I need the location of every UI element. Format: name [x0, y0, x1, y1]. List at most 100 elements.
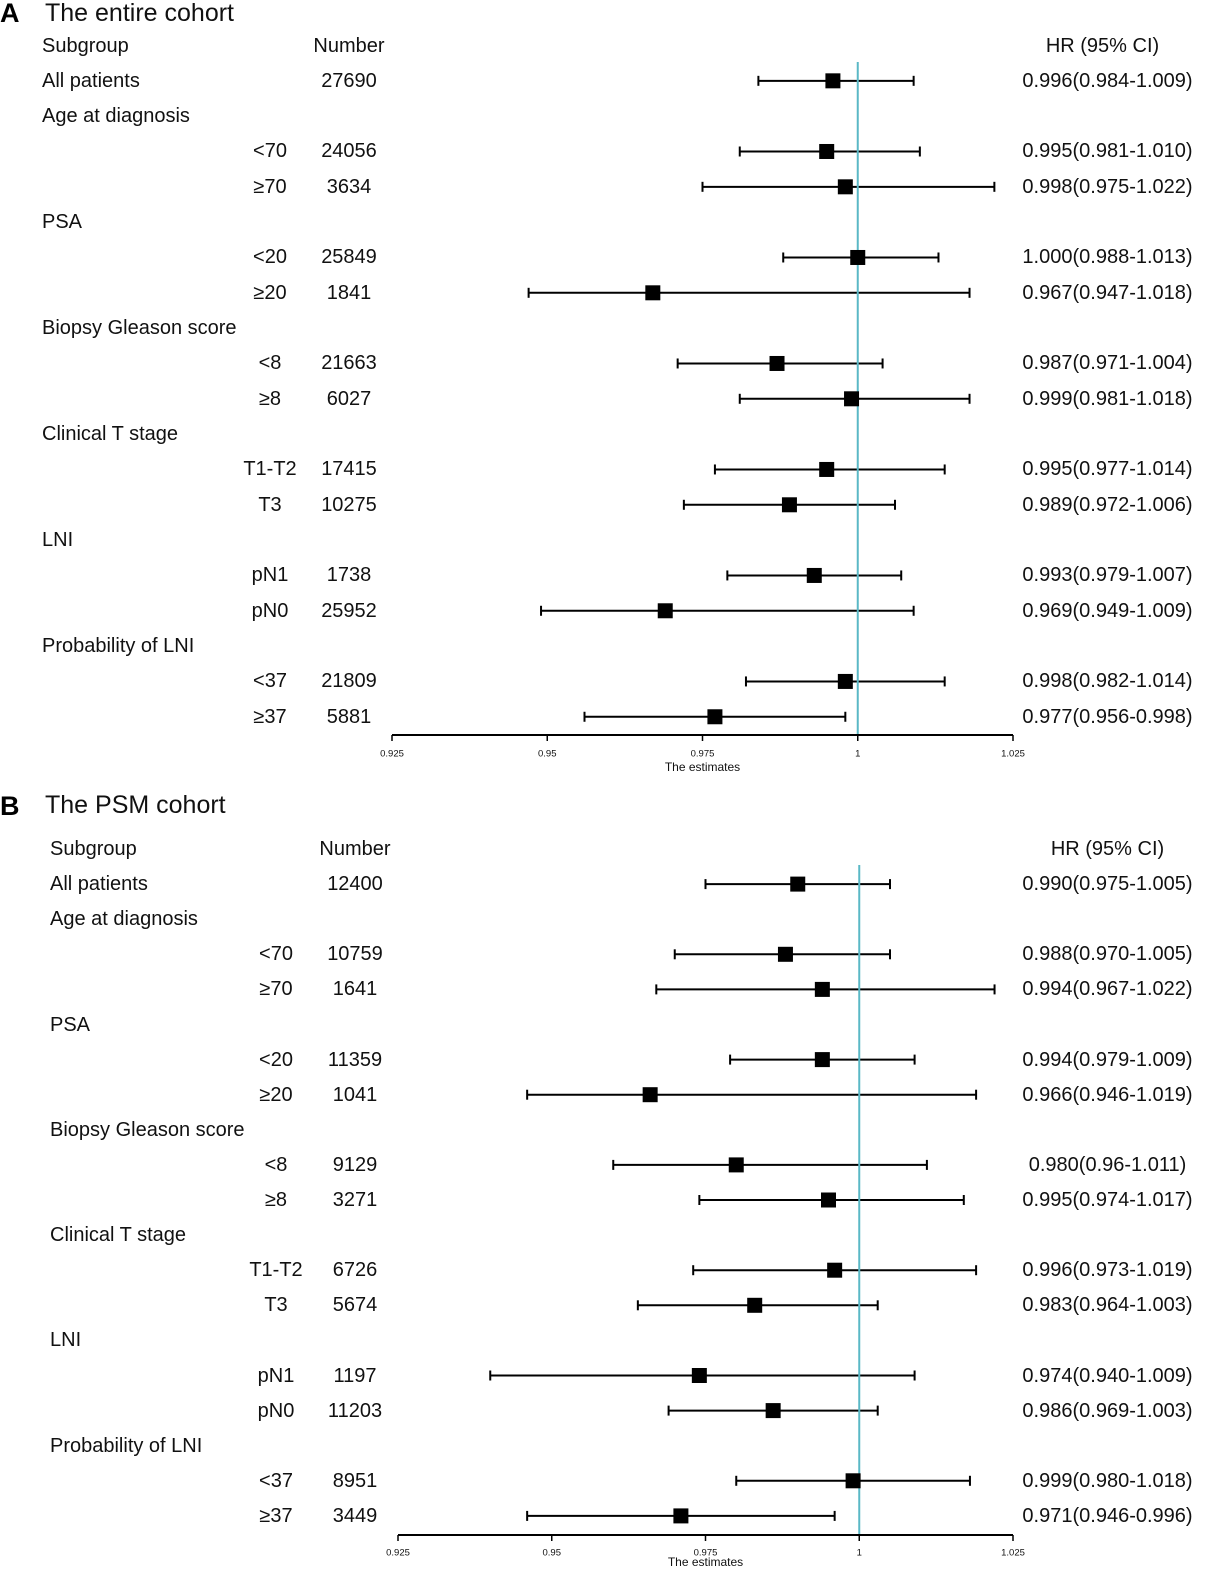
hr-ci-text: 0.996(0.984-1.009)	[1022, 69, 1193, 92]
hr-marker	[837, 673, 853, 689]
patient-count: 1197	[333, 1364, 377, 1387]
hr-marker	[845, 1473, 861, 1489]
subgroup-label: <8	[258, 352, 282, 375]
patient-count: 1041	[332, 1083, 378, 1106]
forest-plot-area	[391, 62, 1014, 741]
subgroup-label: ≥70	[253, 175, 287, 198]
column-header-hr: HR (95% CI)	[1045, 34, 1160, 57]
subgroup-label: ≥20	[259, 1083, 293, 1106]
patient-count: 21663	[321, 352, 377, 375]
hr-marker	[844, 391, 860, 407]
patient-count: 21809	[321, 670, 377, 693]
hr-ci-text: 0.998(0.975-1.022)	[1022, 175, 1193, 198]
forest-plot-area	[397, 865, 1014, 1541]
x-tick-label: 1.025	[1001, 748, 1025, 760]
patient-count: 3449	[332, 1504, 378, 1527]
group-label: LNI	[42, 529, 74, 552]
patient-count: 10759	[327, 943, 383, 966]
patient-count: 10275	[321, 493, 377, 516]
patient-count: 1738	[326, 564, 372, 587]
column-header-subgroup: Subgroup	[42, 34, 129, 57]
x-axis	[397, 1534, 1014, 1541]
patient-count: 9129	[332, 1153, 378, 1176]
patient-count: 27690	[321, 69, 377, 92]
panel-letter: A	[0, 0, 20, 28]
hr-ci-text: 0.969(0.949-1.009)	[1022, 599, 1193, 622]
hr-ci-text: 0.995(0.981-1.010)	[1022, 140, 1193, 163]
hr-ci-text: 0.993(0.979-1.007)	[1022, 564, 1193, 587]
hr-marker	[728, 1157, 744, 1173]
patient-count: 6027	[326, 387, 372, 410]
x-tick-label: 1	[856, 1547, 862, 1559]
group-label: Clinical T stage	[50, 1224, 186, 1247]
subgroup-label: <37	[253, 670, 287, 693]
subgroup-label: ≥8	[264, 1189, 288, 1211]
hr-marker	[825, 73, 841, 89]
hr-marker	[814, 1052, 830, 1068]
subgroup-label: T3	[264, 1294, 288, 1317]
hr-marker	[691, 1368, 707, 1383]
patient-count: 25849	[321, 246, 377, 269]
subgroup-label: <70	[253, 140, 287, 163]
patient-count: 3271	[332, 1189, 378, 1211]
x-tick-label: 0.925	[386, 1547, 410, 1559]
subgroup-label: T1-T2	[249, 1259, 303, 1282]
panel-b-psm-cohort: B The PSM cohort Subgroup Number HR (95% CI)…	[0, 790, 1224, 1569]
group-label: Clinical T stage	[42, 423, 178, 446]
subgroup-label: <20	[253, 246, 287, 269]
column-header-subgroup: Subgroup	[50, 838, 137, 860]
hr-ci-text: 1.000(0.988-1.013)	[1022, 246, 1193, 269]
column-header-hr: HR (95% CI)	[1050, 838, 1165, 860]
hr-ci-text: 0.999(0.980-1.018)	[1022, 1469, 1193, 1492]
x-axis-label: The estimates	[667, 1555, 744, 1569]
hr-ci-text: 0.987(0.971-1.004)	[1022, 352, 1193, 375]
subgroup-label: ≥70	[259, 978, 293, 1001]
subgroup-label: T3	[258, 493, 282, 516]
hr-ci-text: 0.980(0.96-1.011)	[1028, 1153, 1187, 1176]
patient-count: 8951	[332, 1469, 378, 1492]
subgroup-label: <20	[259, 1048, 293, 1071]
hr-marker	[769, 355, 785, 371]
hr-ci-text: 0.998(0.982-1.014)	[1022, 670, 1193, 693]
overall-label: All patients	[50, 873, 148, 896]
subgroup-label: pN0	[251, 599, 289, 622]
hr-marker	[819, 143, 835, 159]
hr-marker	[850, 249, 866, 265]
hr-marker	[837, 179, 853, 195]
hr-ci-text: 0.996(0.973-1.019)	[1022, 1259, 1193, 1282]
hr-marker	[747, 1297, 763, 1313]
group-label: Biopsy Gleason score	[50, 1118, 245, 1141]
patient-count: 1641	[332, 978, 378, 1001]
group-label: Biopsy Gleason score	[42, 317, 237, 340]
hr-ci-text: 0.995(0.977-1.014)	[1022, 458, 1193, 481]
patient-count: 3634	[326, 175, 372, 198]
hr-marker	[781, 497, 797, 513]
x-tick-label: 1.025	[1001, 1547, 1025, 1559]
confidence-interval-layer	[527, 75, 996, 722]
subgroup-label: pN1	[251, 564, 289, 587]
patient-count: 24056	[321, 140, 377, 163]
group-label: PSA	[42, 211, 83, 234]
group-label: Age at diagnosis	[42, 105, 190, 128]
patient-count: 5881	[326, 705, 372, 728]
marker-layer	[645, 73, 866, 725]
group-label: Probability of LNI	[50, 1434, 203, 1457]
hr-marker	[707, 709, 723, 725]
hr-ci-text: 0.966(0.946-1.019)	[1022, 1083, 1193, 1106]
hr-ci-text: 0.988(0.970-1.005)	[1022, 943, 1193, 966]
patient-count: 11359	[327, 1048, 383, 1071]
group-label: Probability of LNI	[42, 635, 195, 658]
patient-count: 25952	[321, 599, 377, 622]
hr-marker	[673, 1508, 689, 1524]
subgroup-label: pN0	[257, 1399, 295, 1422]
hr-ci-text: 0.971(0.946-0.996)	[1022, 1504, 1193, 1527]
hr-marker	[790, 876, 806, 892]
hr-ci-text: 0.994(0.967-1.022)	[1022, 978, 1193, 1001]
hr-ci-text: 0.983(0.964-1.003)	[1022, 1294, 1193, 1317]
marker-layer	[642, 876, 861, 1524]
hr-ci-text: 0.994(0.979-1.009)	[1022, 1048, 1193, 1071]
hr-ci-text: 0.974(0.940-1.009)	[1022, 1364, 1193, 1387]
group-label: Age at diagnosis	[50, 908, 198, 931]
group-label: PSA	[50, 1013, 91, 1036]
x-tick-label: 0.925	[380, 748, 404, 760]
